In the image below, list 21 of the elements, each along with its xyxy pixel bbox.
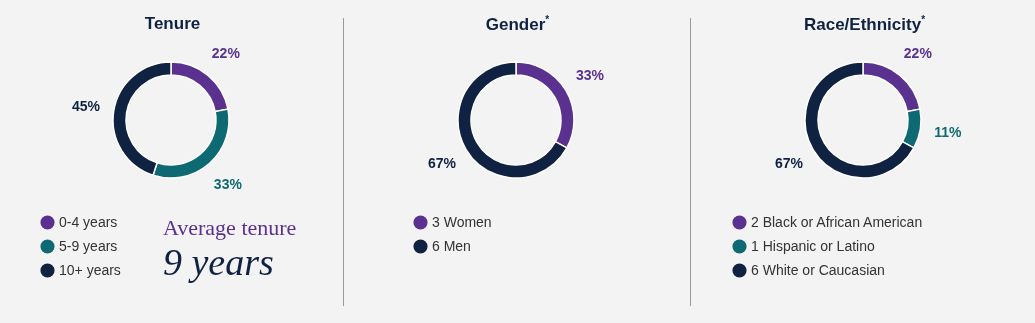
legend-label: 10+ years xyxy=(59,261,121,278)
chart-title: Tenure xyxy=(143,14,202,34)
data-label: 22% xyxy=(211,44,241,61)
legend-label: 6 White or Caucasian xyxy=(751,261,885,278)
text: Average tenure xyxy=(163,215,297,241)
legend-label: 3 Women xyxy=(432,213,492,230)
data-label: 33% xyxy=(576,67,605,84)
chart-title: Gender$^{*}$ xyxy=(484,14,551,35)
legend-label: 0-4 years xyxy=(59,213,118,230)
data-label: 67% xyxy=(774,154,804,171)
legend-label: 1 Hispanic or Latino xyxy=(751,237,875,254)
legend-label: 6 Men xyxy=(432,237,471,254)
data-label: 45% xyxy=(72,97,101,114)
chart-title: Race/Ethnicity$^{*}$ xyxy=(802,14,927,35)
data-label: 33% xyxy=(213,175,243,192)
data-label: 11% xyxy=(934,124,963,141)
legend-label: 2 Black or African American xyxy=(751,213,923,230)
data-label: 22% xyxy=(903,44,933,61)
data-label: 67% xyxy=(427,154,457,171)
legend-label: 5-9 years xyxy=(59,237,118,254)
text: 9 years xyxy=(163,240,274,284)
